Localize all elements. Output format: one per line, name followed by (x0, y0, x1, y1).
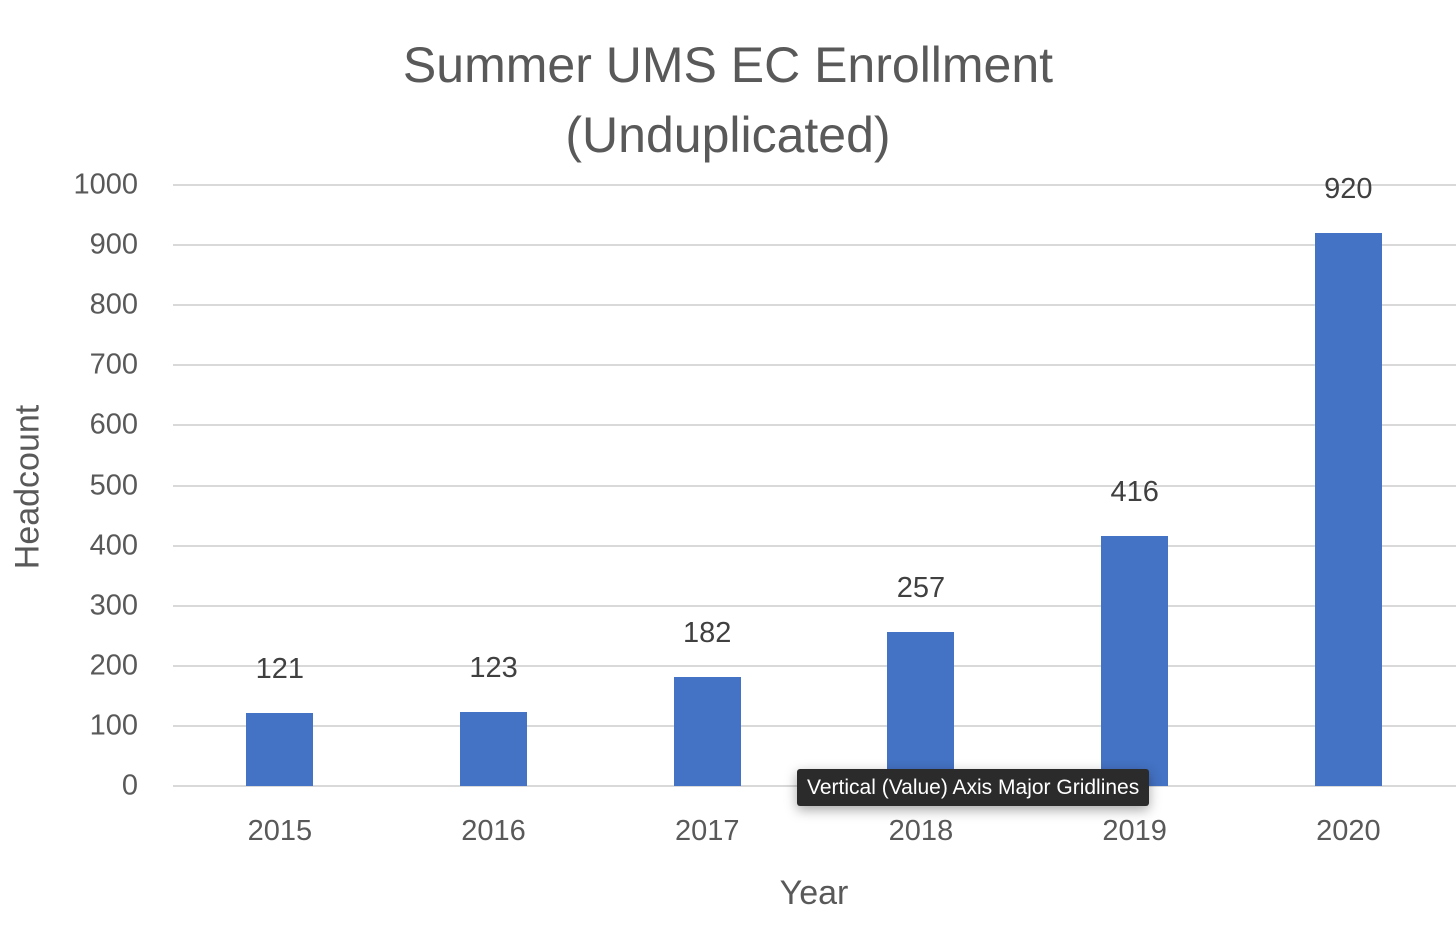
gridline[interactable] (173, 724, 1456, 727)
gridline[interactable] (173, 484, 1456, 487)
gridline[interactable] (173, 184, 1456, 186)
chart-title: Summer UMS EC Enrollment (Unduplicated) (0, 30, 1456, 170)
bar-2019[interactable] (1101, 535, 1169, 786)
y-tick-label: 500 (89, 469, 138, 501)
gridline[interactable] (173, 664, 1456, 667)
x-tick-label: 2017 (674, 815, 740, 847)
x-tick-label: 2020 (1316, 815, 1381, 847)
x-axis-label: Year (779, 874, 849, 912)
data-label: 182 (683, 616, 732, 649)
chart-title-line-1: Summer UMS EC Enrollment (402, 37, 1054, 93)
bar-2017[interactable] (673, 676, 741, 786)
data-label: 416 (1110, 475, 1159, 508)
bar-2016[interactable] (460, 712, 528, 786)
gridline[interactable] (173, 244, 1456, 247)
y-tick-label: 600 (89, 408, 138, 441)
chart-title-line-2: (Unduplicated) (565, 107, 891, 163)
y-tick-label: 900 (89, 228, 138, 261)
x-tick-label: 2015 (247, 815, 313, 847)
data-label: 121 (255, 653, 305, 686)
x-tick-label: 2018 (888, 815, 954, 847)
tooltip: Vertical (Value) Axis Major Gridlines (797, 769, 1150, 806)
gridline[interactable] (173, 304, 1456, 307)
bar-2015[interactable] (246, 713, 314, 786)
gridline[interactable] (173, 364, 1456, 367)
gridline[interactable] (173, 544, 1456, 547)
bar-2018[interactable] (887, 631, 955, 786)
y-tick-label: 300 (89, 589, 138, 622)
y-tick-label: 100 (89, 709, 138, 742)
bar-2020[interactable] (1314, 233, 1382, 786)
data-label: 920 (1324, 173, 1373, 206)
gridline[interactable] (173, 424, 1456, 427)
x-tick-label: 2019 (1102, 815, 1167, 847)
x-tick-label: 2016 (461, 815, 526, 847)
y-tick-label: 0 (121, 769, 138, 802)
y-tick-label: 200 (89, 649, 138, 682)
data-label: 123 (469, 652, 518, 685)
y-axis-label: Headcount (8, 404, 47, 570)
y-tick-label: 700 (89, 348, 138, 381)
gridline[interactable] (173, 604, 1456, 607)
y-tick-label: 1000 (73, 168, 138, 201)
y-tick-label: 800 (89, 288, 138, 321)
y-tick-label: 400 (89, 529, 138, 562)
data-label: 257 (896, 571, 946, 604)
